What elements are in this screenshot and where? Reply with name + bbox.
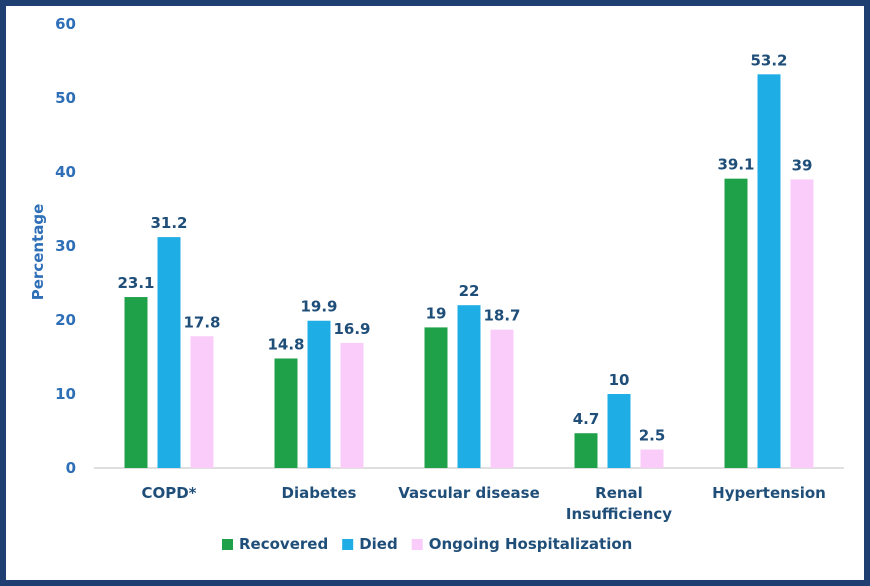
- bar-ongoing-hospitalization: [190, 336, 214, 468]
- legend-swatch: [222, 539, 233, 550]
- bar-died: [157, 237, 181, 468]
- bar-died: [457, 305, 481, 468]
- x-tick-label: Diabetes: [282, 484, 357, 502]
- data-label: 19.9: [300, 298, 337, 316]
- bar-recovered: [574, 433, 598, 468]
- data-label: 22: [459, 282, 480, 300]
- x-tick-label: Hypertension: [712, 484, 826, 502]
- data-label: 4.7: [573, 410, 600, 428]
- data-label: 10: [609, 371, 630, 389]
- y-tick-label: 0: [66, 459, 76, 477]
- y-tick-label: 30: [55, 237, 76, 255]
- legend-swatch: [342, 539, 354, 550]
- x-tick-label: Renal: [595, 484, 643, 502]
- y-tick-label: 60: [55, 15, 76, 33]
- data-label: 17.8: [183, 313, 220, 331]
- y-tick-label: 20: [55, 311, 76, 329]
- legend-label: Recovered: [239, 535, 328, 553]
- x-tick-label: COPD*: [141, 484, 196, 502]
- bar-recovered: [274, 358, 298, 468]
- legend-swatch: [411, 539, 423, 550]
- x-tick-label: Insufficiency: [566, 505, 672, 523]
- y-axis-title: Percentage: [29, 204, 47, 301]
- legend-label: Died: [359, 535, 398, 553]
- bar-died: [607, 394, 631, 468]
- bar-ongoing-hospitalization: [640, 449, 664, 468]
- data-label: 39: [792, 156, 813, 174]
- bar-recovered: [724, 178, 748, 468]
- data-label: 16.9: [333, 320, 370, 338]
- y-tick-label: 50: [55, 89, 76, 107]
- chart-frame: 0 10 20 30 40 50 60 Percentage 23.1 31.2 17.8 COPD*…: [6, 6, 864, 580]
- data-label: 39.1: [717, 156, 754, 174]
- y-tick-label: 40: [55, 163, 76, 181]
- y-tick-label: 10: [55, 385, 76, 403]
- data-label: 53.2: [750, 51, 787, 69]
- bar-recovered: [424, 327, 448, 468]
- bar-ongoing-hospitalization: [790, 179, 814, 468]
- legend-label: Ongoing Hospitalization: [429, 535, 633, 553]
- data-label: 18.7: [483, 307, 520, 325]
- x-tick-label: Vascular disease: [398, 484, 540, 502]
- bar-recovered: [124, 297, 148, 468]
- data-label: 31.2: [150, 214, 187, 232]
- bar-chart: 0 10 20 30 40 50 60 Percentage 23.1 31.2 17.8 COPD*…: [29, 15, 844, 553]
- bar-ongoing-hospitalization: [340, 342, 364, 468]
- data-label: 2.5: [639, 427, 666, 445]
- data-label: 19: [426, 304, 447, 322]
- data-label: 14.8: [267, 335, 304, 353]
- bar-died: [307, 320, 331, 468]
- data-label: 23.1: [117, 274, 154, 292]
- bar-died: [757, 74, 781, 468]
- bar-ongoing-hospitalization: [490, 329, 514, 468]
